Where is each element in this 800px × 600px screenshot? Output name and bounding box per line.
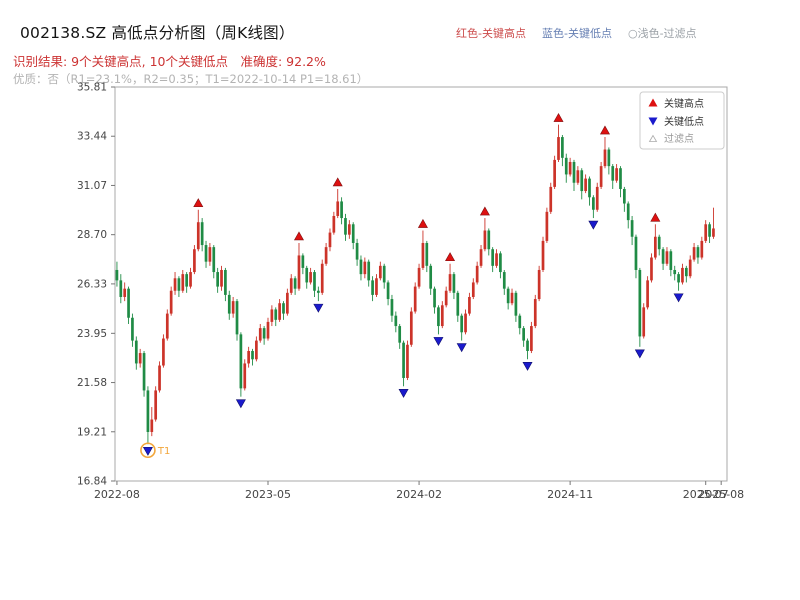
plot-frame (114, 86, 728, 482)
y-axis: 16.84 19.21 21.58 23.95 26.33 28.70 31.07 33.44… (77, 82, 115, 488)
key-low-marker-icon (142, 446, 153, 456)
key-high-marker-icon (479, 206, 490, 216)
quality-note-text: 优质：否（R1=23.1%，R2=0.35；T1=2022-10-14 P1=1… (13, 72, 369, 86)
svg-text:26.33: 26.33 (77, 278, 107, 290)
svg-text:35.81: 35.81 (77, 82, 107, 94)
svg-text:2022-08: 2022-08 (94, 488, 140, 501)
svg-text:28.70: 28.70 (77, 229, 107, 241)
svg-text:23.95: 23.95 (77, 328, 107, 340)
key-low-marker-icon (398, 388, 409, 398)
t1-label: T1 (157, 446, 170, 457)
key-low-marker-icon (313, 303, 324, 313)
key-high-marker-icon (332, 177, 343, 187)
key-low-marker-icon (433, 337, 444, 346)
key-high-marker-icon (293, 231, 304, 241)
svg-text:2025-07: 2025-07 (683, 488, 729, 501)
svg-text:2024-11: 2024-11 (547, 488, 593, 501)
svg-text:2025-08: 2025-08 (698, 488, 744, 501)
header-legend: 红色-关键高点 蓝色-关键低点 ○浅色-过滤点 (456, 25, 697, 41)
key-high-marker-icon (553, 112, 564, 122)
key-low-marker-icon (456, 343, 467, 353)
key-low-marker-icon (673, 293, 684, 303)
key-low-marker-icon (634, 349, 645, 359)
key-high-marker-icon (193, 198, 204, 208)
svg-text:21.58: 21.58 (77, 377, 107, 389)
legend-filter-label: ○浅色-过滤点 (627, 27, 697, 40)
svg-text:19.21: 19.21 (77, 426, 107, 438)
svg-text:31.07: 31.07 (77, 180, 107, 192)
legend-key-low-label: 蓝色-关键低点 (541, 27, 612, 40)
recognition-result-text: 识别结果: 9个关键高点, 10个关键低点 准确度: 92.2% (13, 54, 326, 69)
svg-text:16.84: 16.84 (77, 476, 107, 488)
legend-filter-text: 过滤点 (664, 132, 694, 145)
t1-circle-icon (140, 442, 156, 459)
key-high-marker-icon (445, 252, 456, 262)
legend-high-triangle-icon (648, 98, 658, 107)
svg-text:33.44: 33.44 (77, 131, 107, 143)
key-high-marker-icon (650, 212, 661, 222)
legend-filter-triangle-icon (648, 134, 658, 142)
key-low-marker-icon (522, 361, 533, 371)
key-point-markers: T1 (140, 112, 684, 459)
page-title: 002138.SZ 高低点分析图（周K线图） (20, 24, 295, 42)
key-high-marker-icon (417, 218, 428, 228)
svg-text:2024-02: 2024-02 (396, 488, 442, 501)
key-low-marker-icon (235, 399, 246, 409)
x-axis: 2022-08 2023-05 2024-02 2024-11 2025-072025-… (94, 481, 744, 501)
legend-high-text: 关键高点 (664, 97, 704, 110)
key-high-marker-icon (599, 125, 610, 135)
legend-low-triangle-icon (648, 117, 658, 126)
key-low-marker-icon (588, 220, 599, 230)
legend-key-high-label: 红色-关键高点 (456, 27, 526, 40)
legend-low-text: 关键低点 (664, 115, 704, 128)
candles (115, 124, 715, 445)
svg-text:2023-05: 2023-05 (245, 488, 291, 501)
